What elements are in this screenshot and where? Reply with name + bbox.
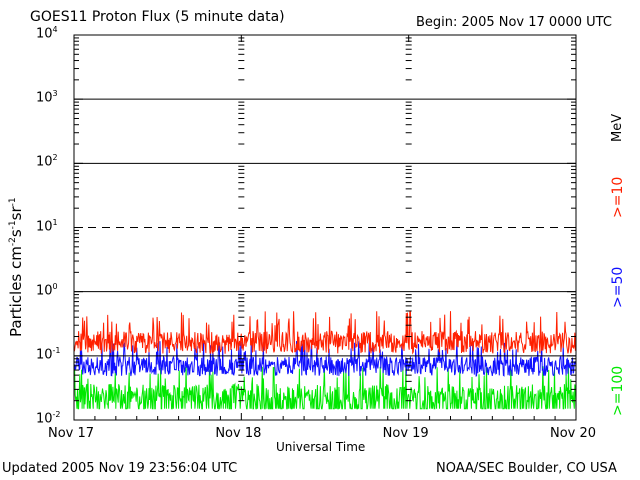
y-axis-label-mid2: sr bbox=[7, 206, 25, 221]
series-line-2 bbox=[73, 365, 577, 410]
y-tick-label-base: 10 bbox=[36, 218, 53, 234]
y-tick-label-base: 10 bbox=[36, 26, 53, 42]
y-tick-label: 10-2 bbox=[36, 410, 61, 426]
series-layer bbox=[73, 310, 577, 410]
y-axis-label: Particles cm-2s-1sr-1 bbox=[7, 197, 25, 337]
x-tick-label: Nov 20 bbox=[550, 426, 597, 441]
y-tick-label-base: 10 bbox=[36, 90, 53, 106]
y-tick-label-exp: 0 bbox=[52, 281, 58, 291]
y-tick-label: 102 bbox=[36, 153, 58, 169]
y-tick-label-exp: -2 bbox=[52, 410, 61, 419]
y-tick-label: 101 bbox=[36, 218, 58, 234]
tick-layer bbox=[73, 34, 577, 421]
y-tick-label-exp: 3 bbox=[52, 89, 58, 99]
legend-series-10: >=10 bbox=[610, 176, 626, 218]
y-axis-label-main: Particles cm bbox=[7, 246, 25, 337]
y-tick-label-base: 10 bbox=[36, 154, 53, 170]
y-tick-label: 100 bbox=[36, 282, 58, 298]
x-axis-label: Universal Time bbox=[276, 440, 366, 454]
x-tick-label: Nov 19 bbox=[382, 426, 429, 441]
y-tick-label-exp: -1 bbox=[52, 345, 61, 355]
credit-line: NOAA/SEC Boulder, CO USA bbox=[436, 461, 617, 476]
y-axis-label-mid1: s bbox=[7, 229, 25, 238]
y-tick-label-base: 10 bbox=[36, 347, 53, 363]
y-tick-label-exp: 1 bbox=[52, 217, 58, 227]
chart-title: GOES11 Proton Flux (5 minute data) bbox=[30, 9, 285, 25]
y-axis-label-sup2: -1 bbox=[8, 220, 18, 230]
y-tick-label-exp: 4 bbox=[52, 25, 58, 34]
y-tick-label: 103 bbox=[36, 89, 58, 105]
grid-layer bbox=[74, 98, 576, 357]
y-tick-label: 104 bbox=[36, 25, 58, 41]
updated-timestamp: Updated 2005 Nov 19 23:56:04 UTC bbox=[2, 461, 238, 476]
y-tick-label: 10-1 bbox=[36, 346, 61, 362]
legend-unit: MeV bbox=[610, 113, 625, 142]
legend-series-50: >=50 bbox=[610, 266, 626, 308]
x-tick-label: Nov 17 bbox=[48, 426, 95, 441]
begin-label: Begin: 2005 Nov 17 0000 UTC bbox=[416, 15, 612, 30]
series-line-0 bbox=[73, 310, 577, 355]
y-tick-label-base: 10 bbox=[36, 411, 53, 427]
y-tick-label-exp: 2 bbox=[52, 153, 58, 163]
y-axis-label-sup3: -1 bbox=[8, 197, 18, 207]
y-axis-label-sup1: -2 bbox=[8, 237, 18, 247]
legend-series-100: >=100 bbox=[610, 365, 626, 416]
x-tick-label: Nov 18 bbox=[215, 426, 262, 441]
y-tick-label-base: 10 bbox=[36, 282, 53, 298]
